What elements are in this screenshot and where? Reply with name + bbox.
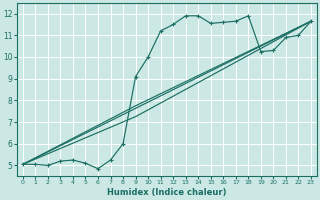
X-axis label: Humidex (Indice chaleur): Humidex (Indice chaleur) — [107, 188, 227, 197]
